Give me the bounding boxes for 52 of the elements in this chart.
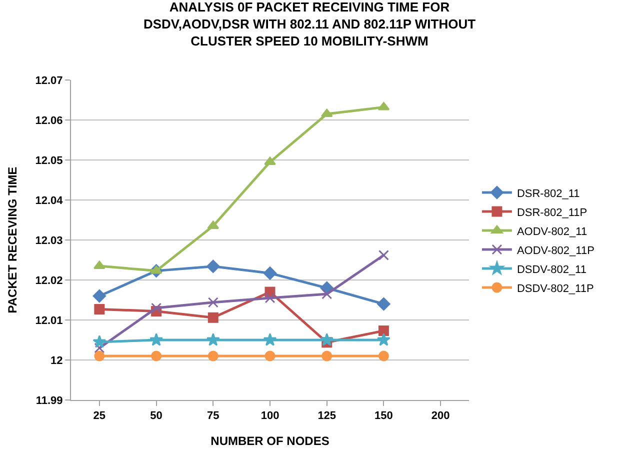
point [94, 304, 105, 314]
point [92, 289, 106, 303]
chart-title: ANALYSIS 0F PACKET RECEIVING TIME FOR DSDV,AODV,DSR WITH 802.11 AND 802.11P WITHOUT CLUSTER SPEED 10 MOBILITY-SHWM [143, 0, 476, 48]
y-tick-label: 12.06 [35, 114, 63, 127]
x-tick-label: 125 [318, 410, 336, 422]
point [378, 250, 389, 260]
point [377, 297, 390, 311]
y-tick-label: 12 [50, 354, 63, 367]
y-tick-label: 12.03 [35, 234, 63, 247]
point [264, 292, 276, 304]
point [378, 102, 390, 110]
legend-label: DSR-802_11 [516, 188, 580, 200]
point [376, 332, 390, 346]
point [208, 312, 218, 323]
y-tick-label: 12.07 [35, 74, 63, 87]
point [322, 350, 332, 362]
y-tick-label: 11.99 [36, 394, 63, 407]
legend-label: DSR-802_11P [516, 206, 588, 219]
point [322, 288, 332, 300]
y-tick-label: 12.05 [35, 154, 63, 167]
legend-label: AODV-802_11 [516, 226, 588, 238]
y-tick-label: 12.02 [35, 274, 63, 287]
point [263, 332, 277, 346]
y-tick-label: 12.04 [35, 194, 64, 207]
point [94, 342, 105, 354]
point [150, 332, 164, 346]
point [263, 266, 277, 280]
y-axis-title: PACKET RECEVING TIME [6, 166, 20, 314]
point [94, 350, 105, 362]
point [264, 350, 276, 362]
x-tick-label: 150 [374, 410, 393, 422]
x-tick-label: 50 [150, 410, 162, 422]
point [151, 350, 162, 362]
legend-label: AODV-802_11P [516, 244, 594, 257]
point [208, 297, 218, 308]
point [151, 302, 162, 314]
x-tick-label: 100 [260, 410, 280, 422]
point [378, 350, 389, 362]
x-tick-label: 75 [207, 410, 220, 422]
point [206, 332, 220, 346]
legend-label: DSDV-802_11 [516, 264, 586, 276]
x-tick-label: 25 [93, 410, 106, 422]
x-axis-title: NUMBER OF NODES [210, 434, 330, 448]
point [378, 326, 389, 336]
point [264, 156, 276, 165]
point [92, 334, 106, 348]
legend-label: DSDV-802_11P [516, 282, 594, 295]
point [208, 350, 218, 362]
x-tick-label: 200 [431, 410, 450, 422]
point [320, 332, 334, 346]
point [206, 260, 220, 273]
y-tick-label: 12.01 [35, 314, 63, 327]
